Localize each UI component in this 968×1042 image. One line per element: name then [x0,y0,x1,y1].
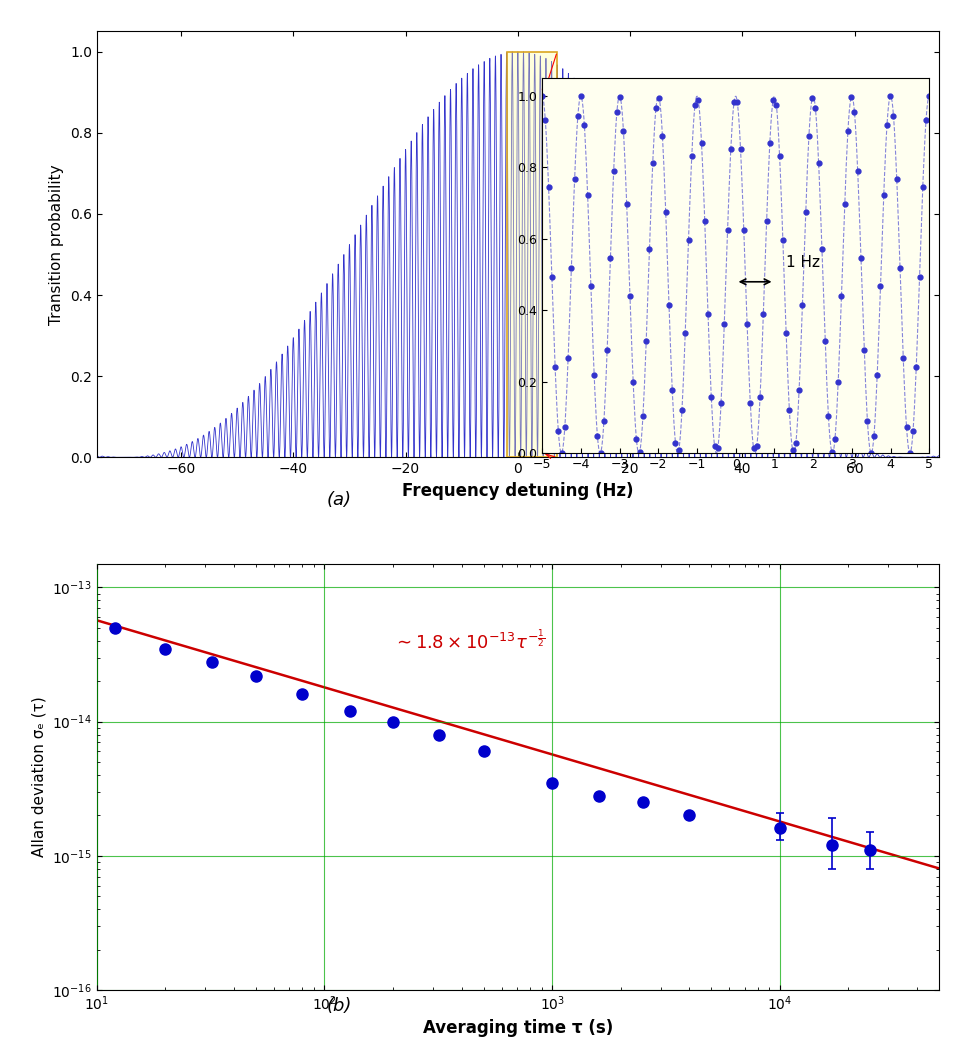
Text: 1 Hz: 1 Hz [786,255,820,271]
X-axis label: Frequency detuning (Hz): Frequency detuning (Hz) [402,481,634,500]
Text: (a): (a) [326,492,351,510]
Text: (b): (b) [326,997,351,1015]
Bar [506,51,558,457]
X-axis label: Averaging time τ (s): Averaging time τ (s) [423,1019,613,1037]
Y-axis label: Allan deviation σₑ (τ): Allan deviation σₑ (τ) [32,696,46,858]
Y-axis label: Transition probability: Transition probability [49,164,65,325]
Text: $\sim 1.8 \times 10^{-13}\tau^{-\frac{1}{2}}$: $\sim 1.8 \times 10^{-13}\tau^{-\frac{1}… [393,628,545,652]
